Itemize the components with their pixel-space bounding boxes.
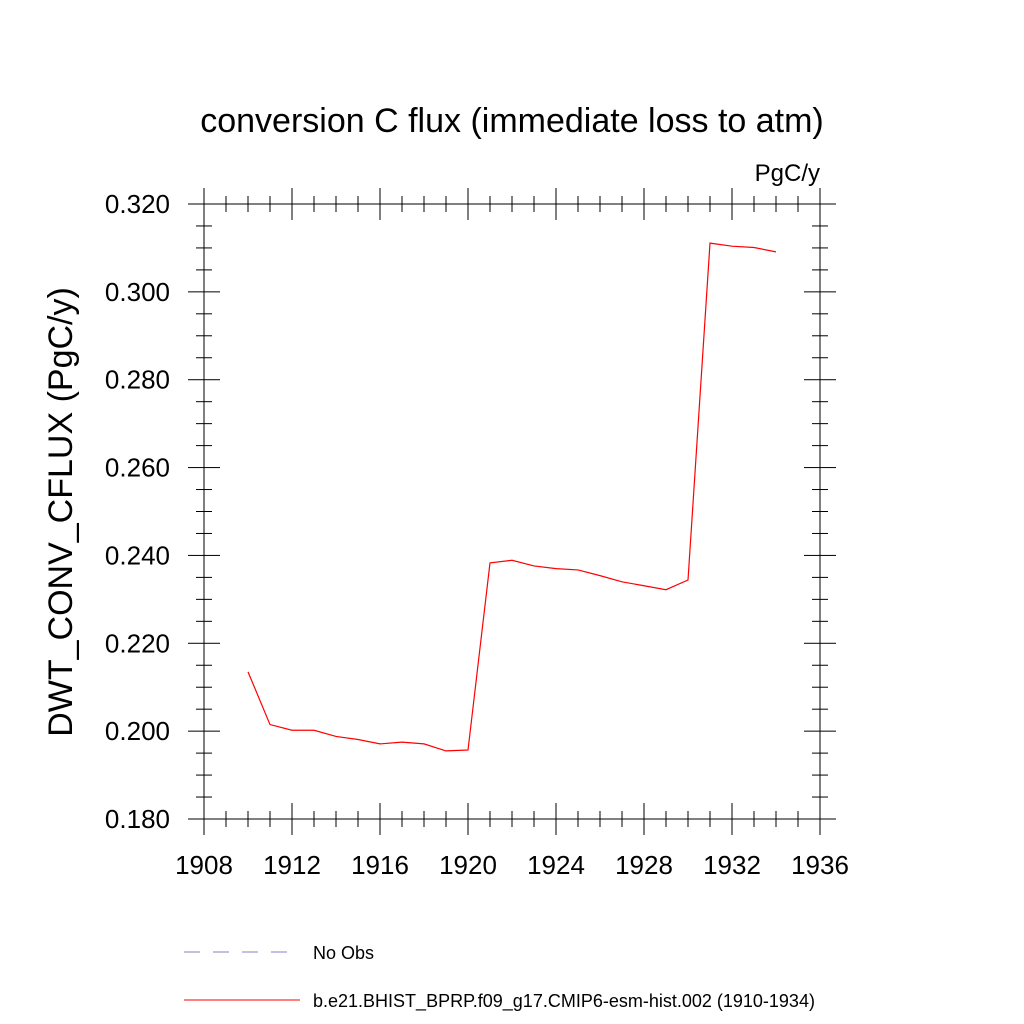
x-tick-label: 1932 — [703, 850, 761, 880]
x-tick-label: 1936 — [791, 850, 849, 880]
y-tick-label: 0.320 — [105, 189, 170, 219]
y-tick-label: 0.300 — [105, 277, 170, 307]
legend-label: b.e21.BHIST_BPRP.f09_g17.CMIP6-esm-hist.… — [313, 991, 815, 1012]
chart-title: conversion C flux (immediate loss to atm… — [200, 102, 824, 140]
y-tick-label: 0.280 — [105, 365, 170, 395]
y-tick-label: 0.220 — [105, 628, 170, 658]
x-tick-label: 1916 — [351, 850, 409, 880]
plot-frame — [203, 203, 821, 820]
x-tick-label: 1928 — [615, 850, 673, 880]
y-axis-label: DWT_CONV_CFLUX (PgC/y) — [42, 287, 80, 737]
y-tick-label: 0.260 — [105, 453, 170, 483]
y-tick-label: 0.180 — [105, 804, 170, 834]
x-tick-label: 1924 — [527, 850, 585, 880]
legend: No Obs b.e21.BHIST_BPRP.f09_g17.CMIP6-esm… — [184, 943, 815, 1012]
x-tick-label: 1908 — [175, 850, 233, 880]
x-tick-label: 1912 — [263, 850, 321, 880]
series-line — [247, 242, 777, 752]
tick-labels: 1908 1912 1916 1920 1924 1928 1932 1936 0.180 0.2… — [105, 189, 849, 880]
y-tick-label: 0.200 — [105, 716, 170, 746]
x-tick-label: 1920 — [439, 850, 497, 880]
units-label: PgC/y — [755, 160, 820, 187]
axis-ticks — [188, 188, 836, 835]
y-tick-label: 0.240 — [105, 540, 170, 570]
legend-label: No Obs — [313, 943, 374, 963]
series-layer — [247, 242, 777, 752]
